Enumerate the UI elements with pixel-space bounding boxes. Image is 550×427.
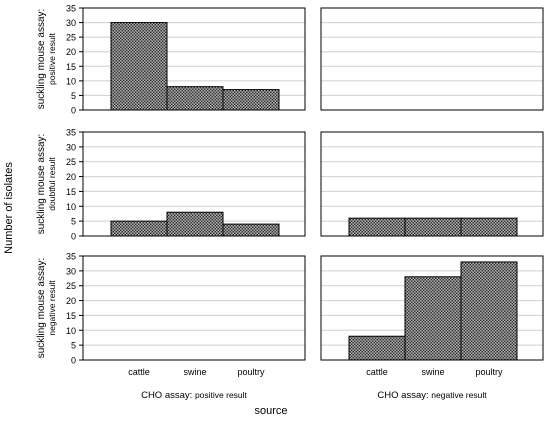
bar-swine xyxy=(166,86,224,111)
row-label-line1: suckling mouse assay: xyxy=(36,258,47,359)
bar-cattle xyxy=(110,22,168,111)
panel-r0-c0: 0 5 10 15 20 25 30 35 xyxy=(66,4,306,116)
bar-poultry xyxy=(460,261,518,361)
bar-cattle xyxy=(348,217,406,237)
panel-r2-c0: 0 5 10 15 20 25 30 35 cattle swine poultry xyxy=(66,252,306,377)
row-label-2: suckling mouse assay:negative result xyxy=(36,258,57,359)
bar-poultry xyxy=(222,223,280,237)
column-label-prefix: CHO assay: xyxy=(141,390,195,401)
x-tick-label: poultry xyxy=(237,367,265,377)
y-tick-label: 25 xyxy=(66,281,76,291)
x-tick-label: cattle xyxy=(366,367,388,377)
labels-layer: Number of isolates source suckling mouse… xyxy=(3,9,487,417)
y-tick-label: 25 xyxy=(66,157,76,167)
column-label-suffix: positive result xyxy=(195,390,248,400)
bar-swine xyxy=(404,217,462,237)
y-tick-label: 30 xyxy=(66,266,76,276)
y-tick-label: 30 xyxy=(66,18,76,28)
y-tick-label: 15 xyxy=(66,62,76,72)
y-tick-label: 5 xyxy=(71,91,76,101)
x-tick-label: cattle xyxy=(128,367,150,377)
bar-cattle xyxy=(348,335,406,361)
y-tick-label: 5 xyxy=(71,341,76,351)
y-tick-label: 0 xyxy=(71,356,76,366)
x-tick-label: poultry xyxy=(475,367,503,377)
y-tick-label: 35 xyxy=(66,128,76,138)
bar-swine xyxy=(166,211,224,237)
y-tick-label: 5 xyxy=(71,217,76,227)
panel-r0-c1 xyxy=(320,7,544,111)
y-tick-label: 10 xyxy=(66,76,76,86)
column-label-1: CHO assay: negative result xyxy=(377,390,487,401)
panels-layer: 0 5 10 15 20 25 30 35 0 5 10 15 20 25 30 35 0 5 10 15 20 25 30… xyxy=(66,4,544,377)
y-tick-label: 10 xyxy=(66,202,76,212)
column-label-prefix: CHO assay: xyxy=(377,390,431,401)
y-tick-label: 20 xyxy=(66,296,76,306)
row-label-line2: negative result xyxy=(47,280,57,336)
row-label-line1: suckling mouse assay: xyxy=(36,134,47,235)
y-tick-label: 20 xyxy=(66,47,76,57)
x-axis-label: source xyxy=(254,405,287,417)
row-label-line1: suckling mouse assay: xyxy=(36,9,47,110)
row-label-line2: doubtful result xyxy=(47,157,57,211)
x-tick-label: swine xyxy=(421,367,444,377)
y-tick-label: 0 xyxy=(71,232,76,242)
y-tick-label: 15 xyxy=(66,187,76,197)
y-axis-label: Number of isolates xyxy=(3,162,15,254)
x-tick-label: swine xyxy=(183,367,206,377)
panel-r1-c1 xyxy=(320,131,544,237)
y-tick-label: 10 xyxy=(66,326,76,336)
panel-r2-c1: cattle swine poultry xyxy=(320,255,544,377)
y-tick-label: 35 xyxy=(66,252,76,262)
y-tick-label: 0 xyxy=(71,106,76,116)
y-tick-label: 25 xyxy=(66,33,76,43)
bar-cattle xyxy=(110,220,168,237)
row-label-line2: positive result xyxy=(47,32,57,85)
y-tick-label: 35 xyxy=(66,4,76,14)
bar-swine xyxy=(404,276,462,361)
panel-r1-c0: 0 5 10 15 20 25 30 35 xyxy=(66,128,306,242)
y-tick-label: 30 xyxy=(66,142,76,152)
column-label-0: CHO assay: positive result xyxy=(141,390,247,401)
row-label-1: suckling mouse assay:doubtful result xyxy=(36,134,57,235)
y-tick-label: 15 xyxy=(66,311,76,321)
bar-poultry xyxy=(222,89,280,111)
y-tick-label: 20 xyxy=(66,172,76,182)
row-label-0: suckling mouse assay:positive result xyxy=(36,9,57,110)
panel-frame xyxy=(82,255,306,361)
panel-frame xyxy=(320,7,544,111)
column-label-suffix: negative result xyxy=(431,390,487,400)
bar-poultry xyxy=(460,217,518,237)
